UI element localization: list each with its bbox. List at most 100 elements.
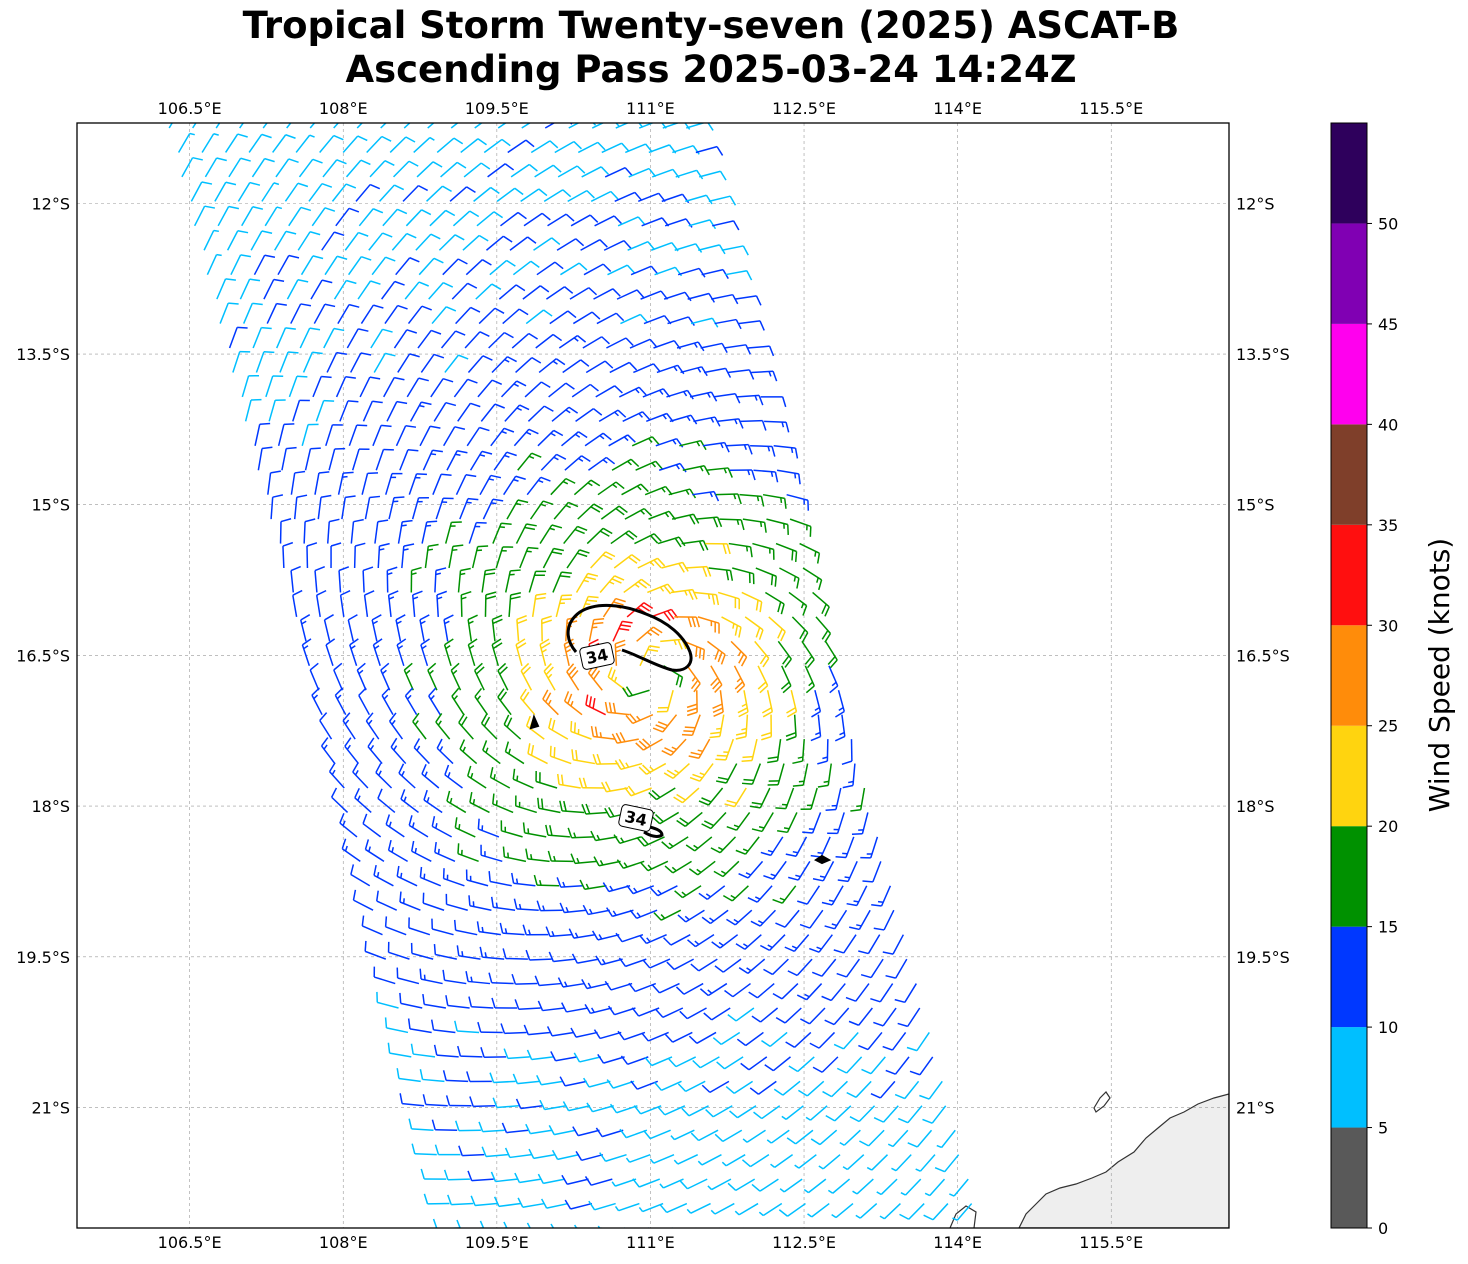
wind-barb <box>351 448 370 471</box>
wind-barb <box>581 979 609 990</box>
wind-barb <box>801 640 815 669</box>
wind-barb <box>344 737 360 765</box>
wind-barb <box>342 135 368 153</box>
wind-barb <box>894 983 917 1004</box>
wind-barb <box>611 1178 637 1187</box>
wind-barb <box>656 690 674 713</box>
wind-barb <box>481 1146 508 1158</box>
wind-barb <box>909 1056 934 1076</box>
wind-barb <box>443 614 454 642</box>
wind-barb <box>491 614 503 642</box>
wind-barb <box>277 423 295 446</box>
wind-barb <box>415 233 441 251</box>
wind-barb <box>363 590 375 617</box>
wind-barb <box>254 422 271 446</box>
wind-barb <box>417 329 442 349</box>
wind-barb <box>252 326 272 349</box>
wind-barb <box>650 885 678 897</box>
wind-barb <box>524 381 551 398</box>
wind-barb <box>385 472 403 495</box>
wind-barb <box>594 215 622 227</box>
wind-barb <box>545 286 574 300</box>
wind-barb <box>492 1097 519 1109</box>
wind-barb <box>862 861 882 883</box>
wind-barb <box>395 425 417 447</box>
wind-barb <box>503 1221 531 1228</box>
wind-barb <box>481 568 496 593</box>
wind-barb <box>845 983 870 1002</box>
wind-barb <box>540 1198 569 1209</box>
wind-barb <box>510 163 538 178</box>
wind-barb <box>908 1227 910 1228</box>
contour-34kt-west <box>529 714 540 730</box>
wind-barb <box>502 948 528 960</box>
wind-barb <box>642 958 671 969</box>
wind-barb <box>204 157 227 178</box>
wind-barb <box>721 1154 746 1167</box>
wind-barb <box>446 790 467 814</box>
wind-barb <box>341 838 361 862</box>
wind-barb <box>785 836 808 857</box>
wind-barb <box>419 614 430 642</box>
wind-barb <box>419 866 442 887</box>
wind-barb <box>659 1178 684 1189</box>
wind-barb <box>559 800 585 814</box>
colorbar-segment-25 <box>1331 625 1367 726</box>
wind-barb <box>459 497 479 520</box>
wind-barb <box>440 161 467 178</box>
wind-barb <box>583 263 612 276</box>
wind-barb <box>302 351 323 373</box>
colorbar-tick-label-45: 45 <box>1378 315 1398 334</box>
wind-barb <box>841 739 853 766</box>
wind-barb <box>588 456 616 471</box>
wind-barb <box>557 165 586 178</box>
wind-barb <box>639 645 660 667</box>
wind-barb <box>539 638 551 666</box>
wind-barb <box>442 868 465 887</box>
wind-barb <box>617 216 646 227</box>
wind-barb <box>534 975 562 987</box>
wind-barb <box>606 907 634 918</box>
wind-barb <box>558 334 587 349</box>
wind-barb <box>491 638 503 666</box>
wind-barb <box>562 359 590 374</box>
wind-barb <box>648 787 676 801</box>
wind-barb <box>515 1098 543 1110</box>
title-line-1: Tropical Storm Twenty-seven (2025) ASCAT… <box>242 4 1180 47</box>
wind-barb <box>313 303 336 324</box>
wind-barb <box>344 231 369 251</box>
wind-barb <box>387 590 399 617</box>
wind-barb <box>563 525 588 545</box>
wind-barb <box>499 922 525 936</box>
wind-barb <box>408 917 431 936</box>
wind-barb <box>667 316 695 327</box>
wind-barb <box>664 218 693 228</box>
wind-barb <box>237 181 261 202</box>
wind-barb <box>493 1196 521 1208</box>
wind-barb <box>381 687 394 716</box>
wind-barb <box>511 973 538 985</box>
wind-barb <box>428 687 441 716</box>
wind-barb <box>791 616 809 643</box>
wind-barb <box>468 521 487 544</box>
wind-barb <box>449 186 476 202</box>
wind-barb <box>638 762 667 775</box>
wind-barb <box>751 812 774 833</box>
wind-barb <box>649 1153 675 1164</box>
wind-barb <box>871 885 892 907</box>
wind-barb <box>500 1023 527 1035</box>
wind-barb <box>568 123 597 129</box>
wind-barb <box>695 516 723 528</box>
wind-barb <box>788 860 811 881</box>
wind-barb <box>846 1080 872 1098</box>
wind-barb <box>675 982 704 995</box>
wind-barb <box>548 382 575 398</box>
wind-barb <box>773 1080 801 1096</box>
wind-barb <box>537 1173 565 1185</box>
wind-barb <box>350 518 364 544</box>
wind-barb <box>373 966 396 985</box>
colorbar-tick-label-40: 40 <box>1378 415 1398 434</box>
wind-barb <box>703 1007 731 1021</box>
wind-barb <box>657 1105 686 1116</box>
wind-barb <box>442 1070 469 1083</box>
